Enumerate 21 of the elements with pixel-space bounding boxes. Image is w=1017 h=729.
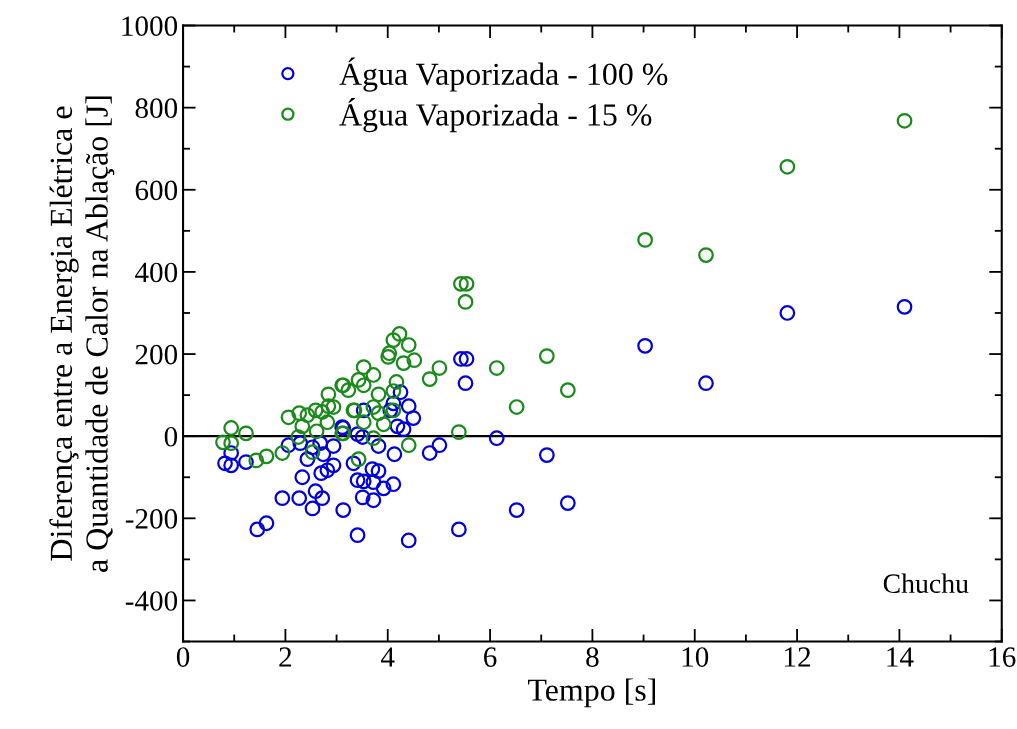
legend-label: Água Vaporizada - 100 %	[339, 57, 668, 92]
y-tick-label: 1000	[122, 16, 178, 36]
x-tick-label: 2	[279, 647, 292, 667]
x-tick-label: 6	[484, 647, 497, 667]
x-tick-label: 10	[682, 647, 709, 667]
legend-label: Água Vaporizada - 15 %	[339, 98, 652, 133]
y-tick-label: 200	[135, 344, 178, 365]
x-axis-title: Tempo [s]	[528, 678, 655, 708]
y-tick-label: 0	[164, 426, 178, 447]
y-axis-title: Diferença entre a Energia Elétrica e a Quantidade de Calor na Ablação [J]	[49, 96, 115, 572]
annotation: Chuchu	[883, 573, 969, 594]
x-tick-label: 14	[887, 647, 914, 667]
x-tick-label: 16	[989, 647, 1016, 667]
x-tick-label: 12	[785, 647, 811, 667]
y-tick-label: -200	[125, 509, 178, 529]
x-tick-label: 8	[586, 647, 599, 667]
y-tick-label: 800	[135, 98, 178, 119]
y-tick-label: -400	[125, 591, 178, 611]
y-tick-label: 600	[135, 180, 178, 201]
y-tick-label: 400	[135, 262, 178, 283]
x-tick-label: 4	[381, 647, 395, 667]
